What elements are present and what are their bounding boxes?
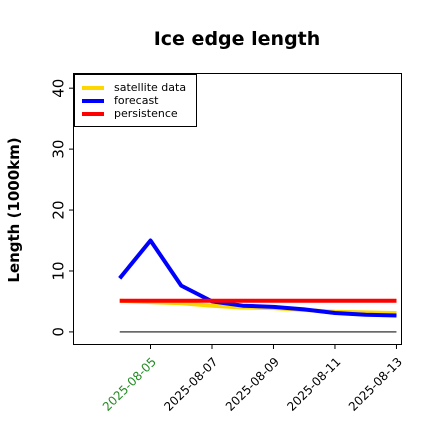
legend-label: satellite data (114, 81, 186, 94)
y-axis-label: Length (1000km) (5, 137, 23, 282)
x-tick-label: 2025-08-09 (223, 355, 282, 414)
x-tick-label: 2025-08-11 (284, 355, 343, 414)
plot-area (118, 238, 397, 333)
x-tick-label: 2025-08-05 (100, 355, 159, 414)
x-axis: 2025-08-05 2025-08-07 2025-08-09 2025-08-11… (100, 344, 405, 414)
legend-label: persistence (114, 107, 178, 120)
y-tick-label: 0 (50, 327, 68, 337)
y-tick-label: 30 (50, 140, 68, 159)
chart-title: Ice edge length (154, 28, 321, 50)
y-tick-label: 40 (50, 79, 68, 98)
legend-label: forecast (114, 94, 159, 107)
y-tick-label: 20 (50, 200, 68, 219)
x-tick-label: 2025-08-07 (161, 355, 220, 414)
x-tick-label: 2025-08-13 (346, 355, 405, 414)
series-line-forecast (118, 238, 397, 318)
plot-frame (73, 73, 402, 345)
y-axis: 0 10 20 30 40 (50, 79, 74, 337)
y-tick-label: 10 (50, 261, 68, 280)
